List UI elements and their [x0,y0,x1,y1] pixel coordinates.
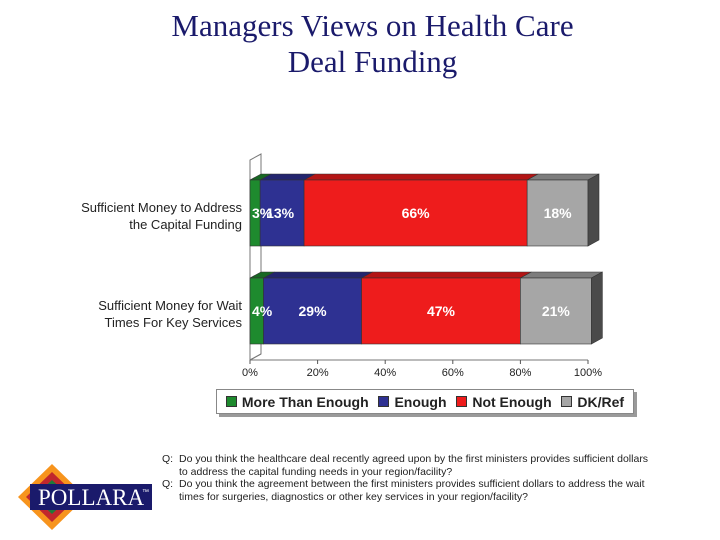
bar-top [520,271,603,279]
category-label-line: Sufficient Money to Address [81,200,242,215]
bar-top [263,271,373,279]
x-tick-label: 60% [442,367,464,379]
pollara-logo-text: POLLARA [38,485,144,510]
legend-item: Not Enough [456,393,552,410]
pollara-logo-trademark: ™ [142,489,149,496]
bar-segment [259,179,305,247]
bar-data-label: 18% [544,205,573,221]
question-2-text: Do you think the agreement between the f… [179,478,645,503]
pollara-logo: POLLARA ™ [18,464,152,530]
bar-segment [520,277,592,345]
question-2-prefix: Q: [162,478,174,490]
chart-legend: More Than Enough Enough Not Enough DK/Ref [216,389,634,414]
legend-label: More Than Enough [241,393,369,410]
chart-title-line-1: Managers Views on Health Care [171,8,574,43]
chart-title: Managers Views on Health Care Deal Fundi… [100,8,645,80]
bar-end-face [591,271,603,345]
x-tick-label: 20% [307,367,329,379]
x-tick-label: 100% [574,367,602,379]
bar-top [303,173,539,181]
bar-segment [526,179,589,247]
bar-data-label: 13% [266,205,295,221]
bar-segment [303,179,528,247]
category-label: Sufficient Money for Wait Times For Key S… [98,298,242,330]
legend-label: DK/Ref [577,393,625,410]
bar-data-label: 4% [252,303,273,319]
bar-data-label: 3% [252,205,273,221]
bar-data-label: 29% [299,303,328,319]
bar-data-label: 21% [542,303,571,319]
bar-top [527,173,600,181]
chart-floor-edge [249,353,262,361]
bar-data-label: 66% [402,205,431,221]
category-label: Sufficient Money to Address the Capital F… [81,200,242,232]
bar-segment [263,277,362,345]
x-tick-label: 0% [242,367,258,379]
category-label-line: the Capital Funding [129,217,242,232]
legend-swatch [561,396,573,407]
bar-top [361,271,532,279]
bar-end-face [587,173,600,247]
question-1-prefix: Q: [162,453,174,465]
bar-data-label: 47% [427,303,456,319]
legend-swatch [456,396,468,407]
legend-item: More Than Enough [225,393,369,410]
legend-label: Not Enough [472,393,552,410]
category-label-line: Times For Key Services [105,315,243,330]
legend-label: Enough [394,393,447,410]
x-tick-label: 40% [374,367,396,379]
question-1-text: Do you think the healthcare deal recentl… [179,453,649,478]
legend-swatch [378,396,390,407]
x-tick-label: 80% [509,367,531,379]
legend-item: DK/Ref [561,394,624,410]
chart-title-line-2: Deal Funding [287,44,458,79]
question-2: Q: Do you think the agreement between th… [162,478,652,503]
legend-swatch [225,396,237,407]
question-1: Q: Do you think the healthcare deal rece… [162,453,652,478]
legend-item: Enough [378,393,447,410]
stacked-bar-chart: 0% 20% 40% 60% 80% 100% 3%13% 66% 18% Sufficient … [81,153,603,379]
survey-questions: Q: Do you think the healthcare deal rece… [162,453,652,503]
category-label-line: Sufficient Money for Wait [98,298,242,313]
